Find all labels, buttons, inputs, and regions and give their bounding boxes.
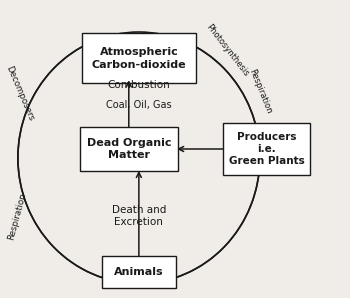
- Text: Dead Organic
Matter: Dead Organic Matter: [86, 138, 171, 160]
- FancyBboxPatch shape: [223, 123, 310, 175]
- Text: Animals: Animals: [114, 267, 164, 277]
- Text: Respiration: Respiration: [247, 68, 274, 116]
- FancyBboxPatch shape: [80, 127, 177, 171]
- Text: Atmospheric
Carbon-dioxide: Atmospheric Carbon-dioxide: [92, 47, 186, 69]
- FancyBboxPatch shape: [102, 256, 176, 288]
- Text: Decomposers: Decomposers: [5, 64, 36, 122]
- FancyBboxPatch shape: [82, 33, 196, 83]
- Text: Coal, Oil, Gas: Coal, Oil, Gas: [106, 100, 172, 110]
- Text: Combustion: Combustion: [107, 80, 170, 90]
- Text: Death and
Excretion: Death and Excretion: [112, 205, 166, 227]
- Text: Respiration: Respiration: [6, 191, 28, 240]
- Text: Producers
i.e.
Green Plants: Producers i.e. Green Plants: [229, 132, 304, 166]
- Text: Photosynthesis: Photosynthesis: [204, 22, 251, 78]
